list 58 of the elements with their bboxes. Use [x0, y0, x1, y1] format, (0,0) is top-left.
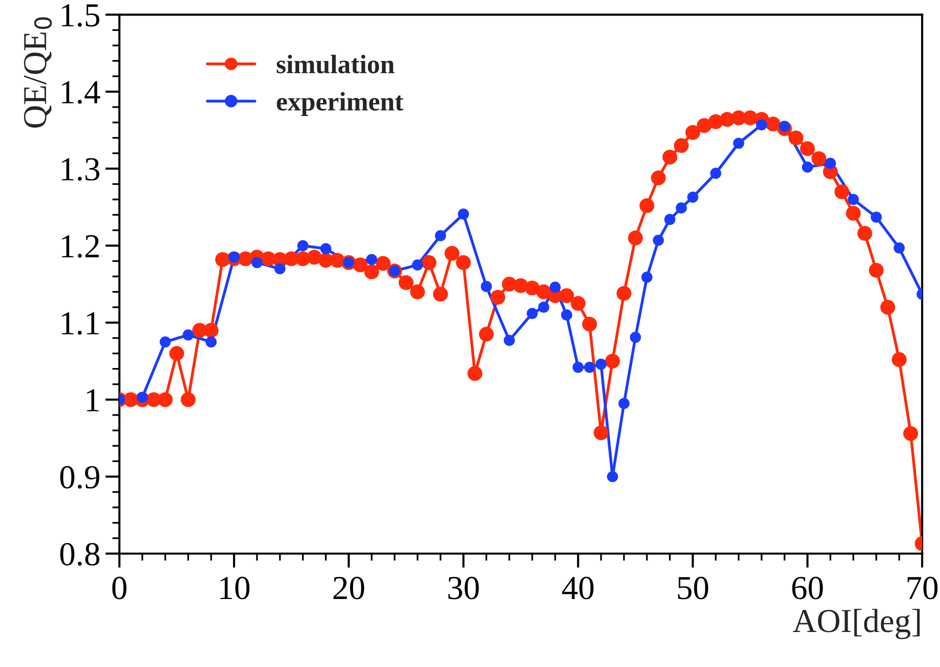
point [733, 138, 744, 149]
x-tick-label: 30 [448, 576, 479, 600]
point [664, 214, 676, 226]
point [366, 254, 378, 266]
point [618, 398, 630, 410]
x-tick-label: 50 [678, 576, 708, 600]
point [274, 263, 286, 274]
y-tick-label: 1.2 [62, 235, 99, 258]
point [320, 243, 332, 254]
point [480, 280, 492, 292]
point [182, 329, 194, 341]
y-tick-label: 0.8 [60, 543, 100, 566]
point [251, 257, 263, 268]
legend-label: simulation [276, 54, 394, 74]
x-tick-label: 70 [908, 576, 938, 600]
point [641, 272, 652, 283]
point [595, 358, 607, 370]
x-tick-label: 60 [792, 576, 823, 600]
x-tick-label: 20 [334, 576, 364, 600]
point [572, 362, 584, 373]
point [160, 336, 171, 348]
y-tick-label: 1.1 [62, 312, 99, 335]
point [458, 208, 469, 220]
point [206, 336, 217, 348]
point [136, 392, 148, 403]
legend-label: experiment [276, 92, 404, 116]
point [652, 234, 664, 246]
point [526, 308, 538, 319]
point [894, 242, 905, 254]
x-tick-label: 40 [562, 576, 594, 600]
point [778, 120, 790, 132]
x-tick-label: 0 [112, 576, 126, 600]
point [676, 202, 687, 214]
point [434, 230, 446, 242]
point [710, 168, 722, 179]
point [561, 309, 572, 320]
point [606, 471, 618, 482]
y-tick-label: 0.9 [60, 466, 100, 489]
y-tick-label: 1.5 [62, 4, 100, 27]
point [297, 240, 308, 252]
point [756, 119, 768, 130]
point [824, 158, 836, 169]
x-axis-title: AOI[deg] [792, 608, 920, 640]
y-tick-label: 1 [86, 389, 99, 412]
point [687, 192, 698, 203]
point [504, 334, 515, 346]
point [630, 332, 641, 343]
point [848, 194, 859, 206]
point [550, 282, 561, 293]
y-axis-title: QE/QE$_{0}$ [24, 17, 52, 128]
point [870, 212, 882, 223]
point [412, 259, 424, 270]
point [538, 302, 550, 313]
y-tick-label: 1.3 [62, 158, 100, 181]
y-tick-label: 1.4 [62, 81, 100, 104]
x-tick-label: 10 [220, 576, 250, 600]
point [584, 362, 596, 373]
point [802, 162, 814, 173]
